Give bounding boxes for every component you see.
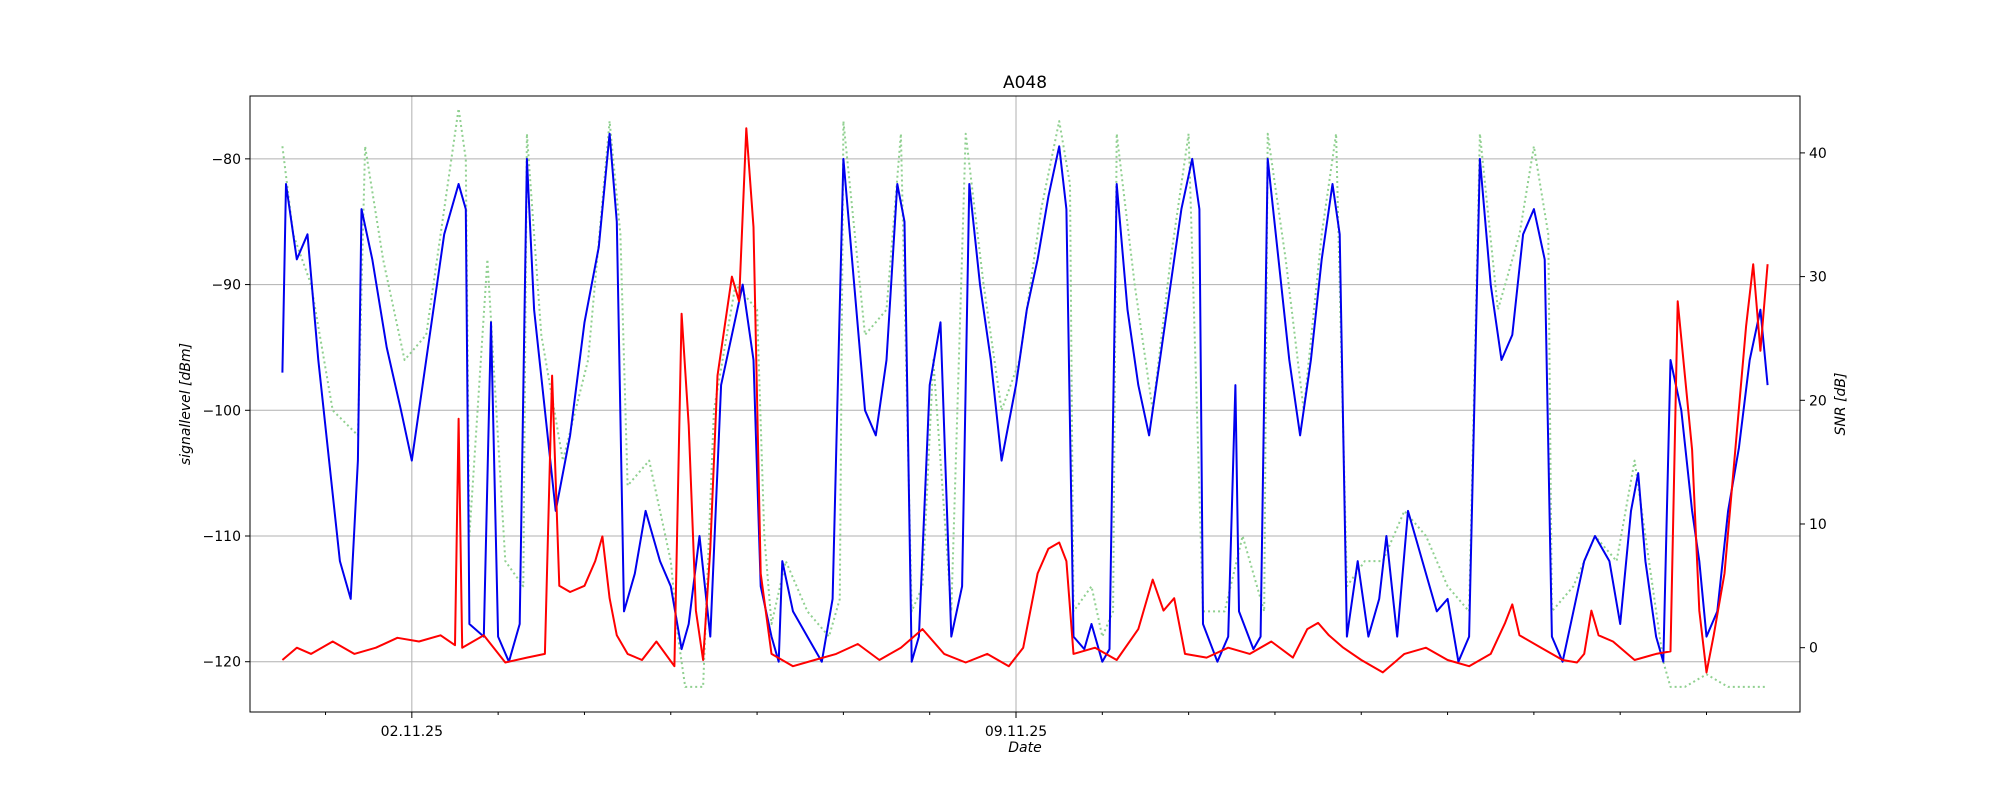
y-tick-label: −90 bbox=[211, 278, 241, 294]
series-layer bbox=[281, 107, 1769, 688]
plot-frame bbox=[249, 95, 1801, 713]
dotted-signal-line bbox=[281, 107, 1768, 688]
y2-tick-label: 30 bbox=[1809, 270, 1827, 286]
y2-tick-label: 20 bbox=[1809, 393, 1827, 409]
y2-tick-label: 0 bbox=[1809, 641, 1818, 657]
y2-tick-label: 40 bbox=[1809, 146, 1827, 162]
snr-line bbox=[281, 127, 1769, 674]
y-tick-label: −80 bbox=[211, 152, 241, 168]
axis-ticks: −120 −110 −100 −90 −80 0 10 20 30 40 02.11.25 09.11… bbox=[203, 146, 1827, 740]
x-tick-label: 02.11.25 bbox=[381, 724, 443, 740]
chart-title: A048 bbox=[1003, 73, 1047, 93]
grid-lines bbox=[250, 96, 1800, 712]
x-axis-label: Date bbox=[1008, 740, 1041, 756]
y2-axis-label: SNR [dB] bbox=[1833, 373, 1849, 436]
y-tick-label: −100 bbox=[203, 403, 241, 419]
y-tick-label: −110 bbox=[203, 529, 241, 545]
x-tick-label: 09.11.25 bbox=[985, 724, 1047, 740]
y-axis-label: signallevel [dBm] bbox=[178, 343, 194, 465]
y-tick-label: −120 bbox=[203, 655, 241, 671]
signal-level-line bbox=[281, 132, 1769, 663]
y2-tick-label: 10 bbox=[1809, 517, 1827, 533]
